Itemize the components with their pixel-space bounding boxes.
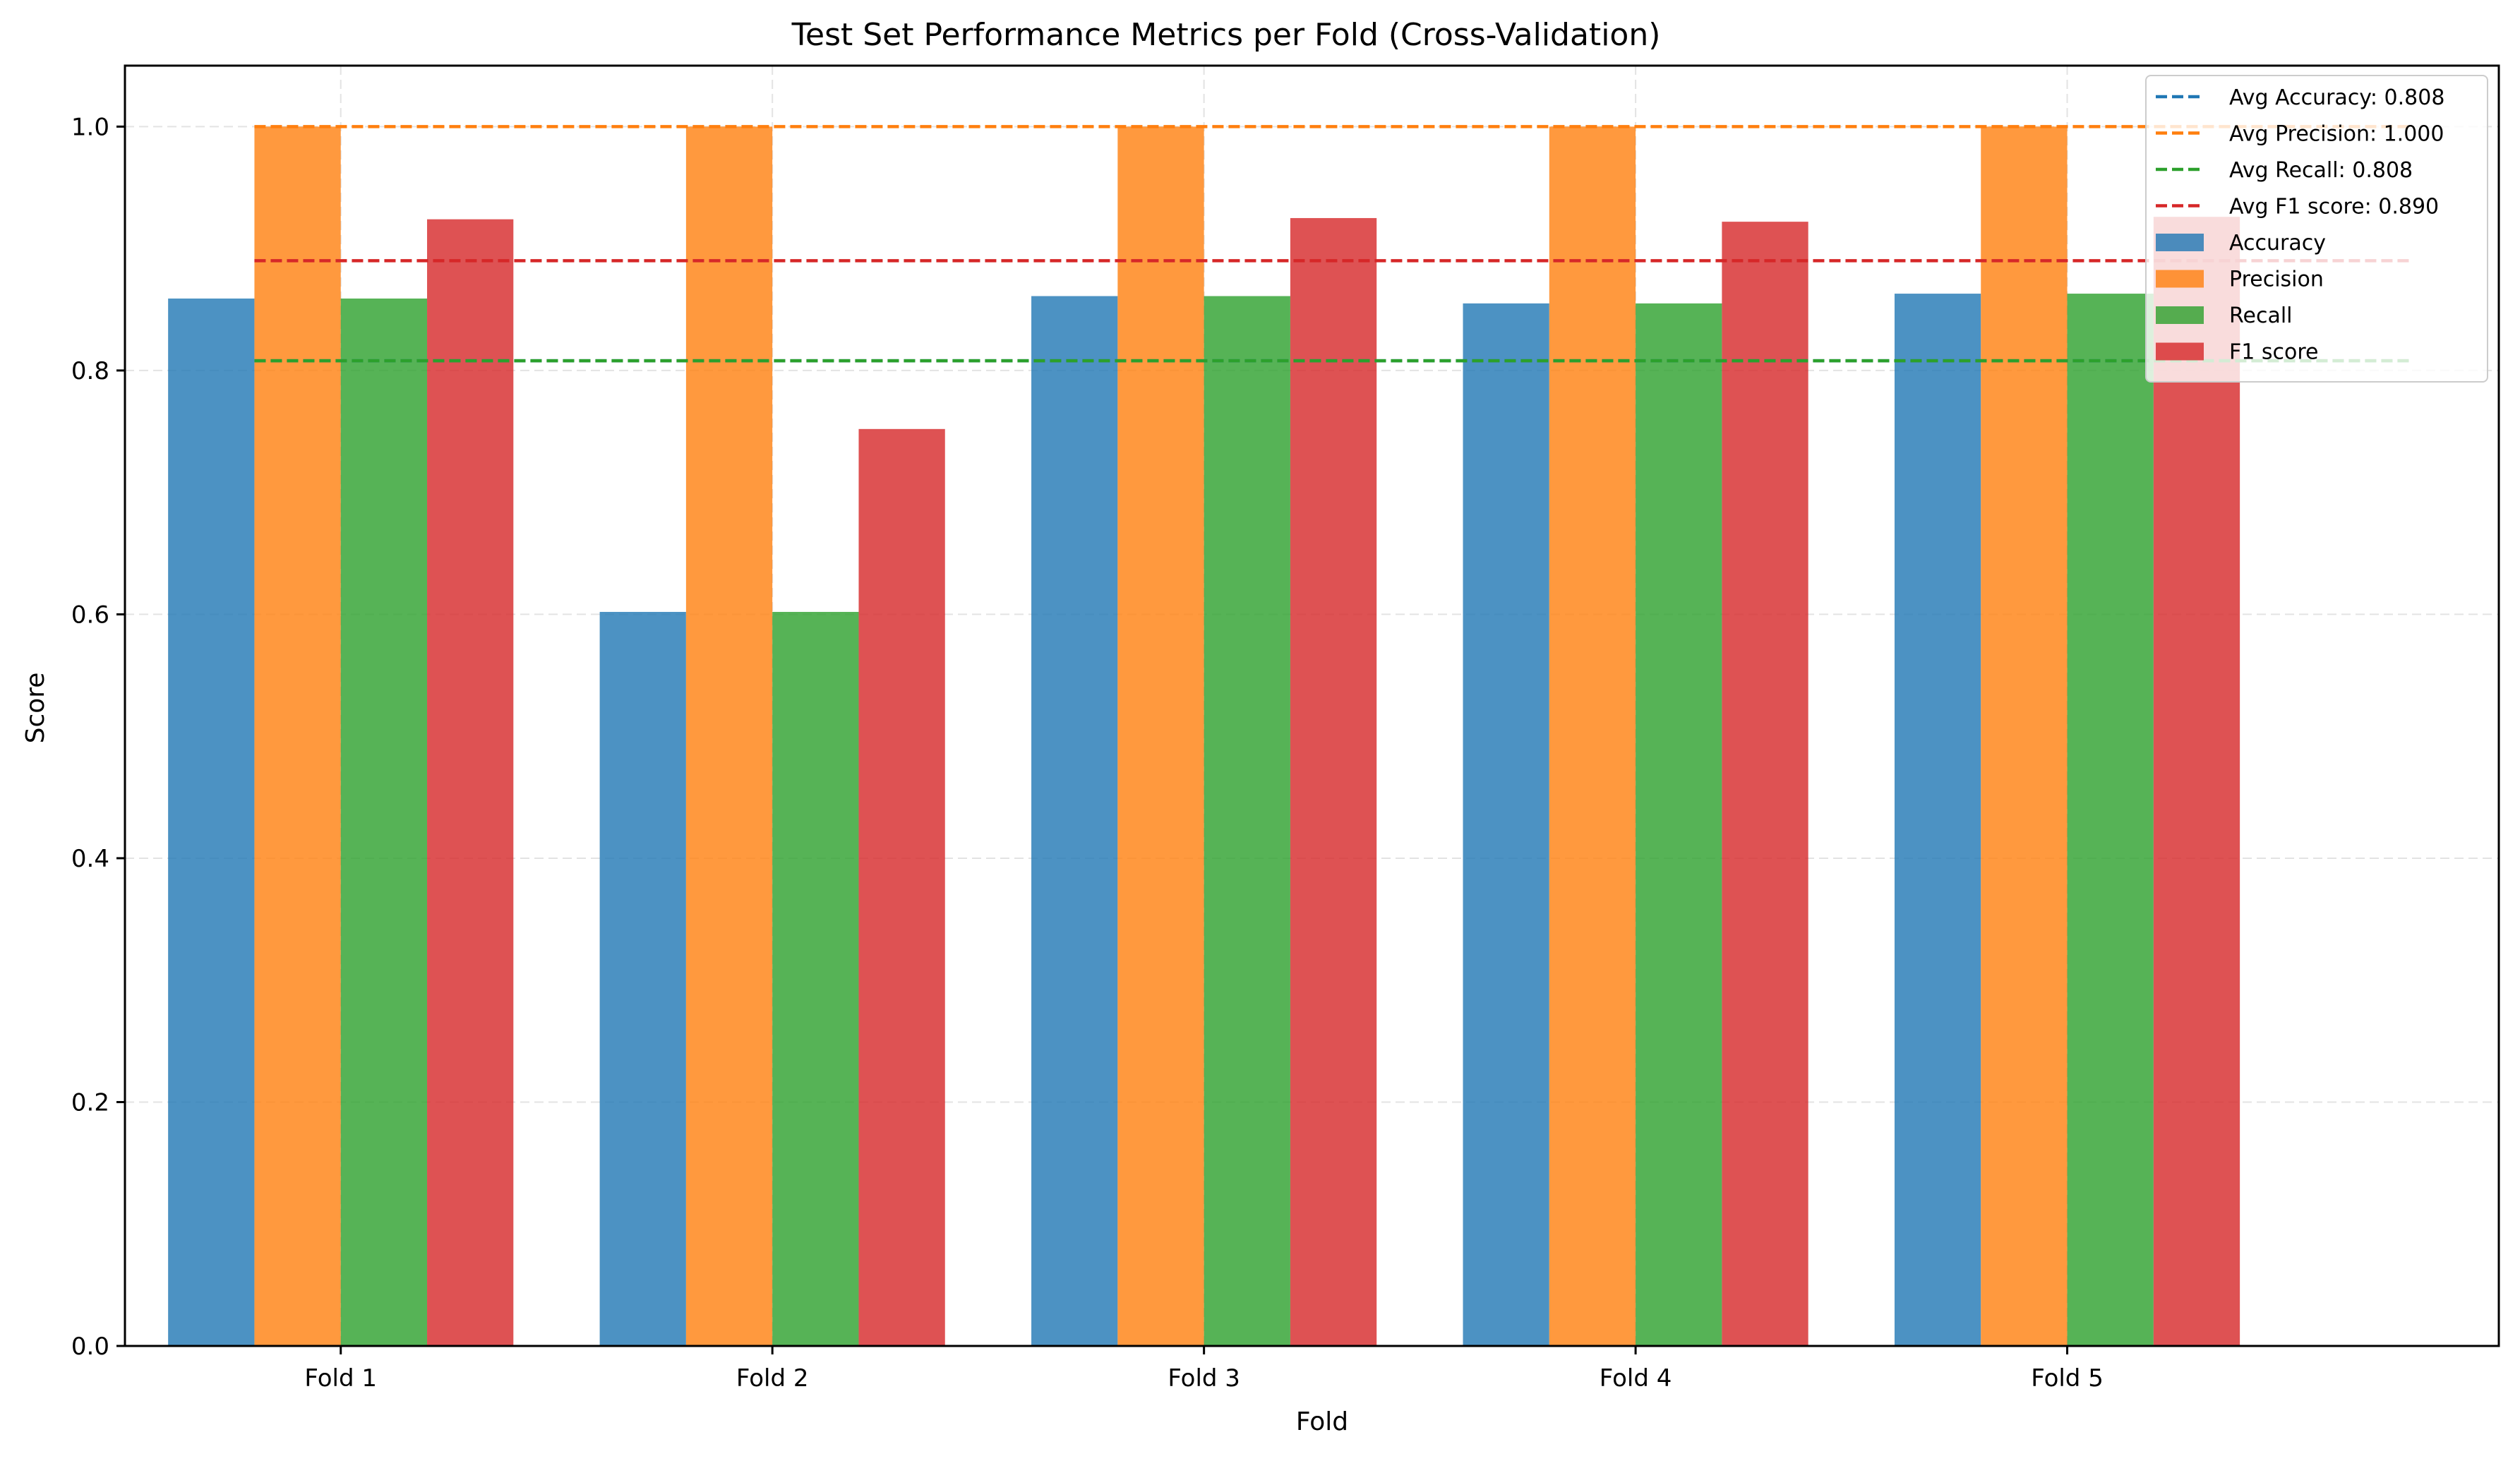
bar-recall-fold-5 bbox=[2067, 294, 2154, 1347]
legend-label: Avg Precision: 1.000 bbox=[2229, 122, 2444, 147]
legend-swatch-bar bbox=[2156, 342, 2204, 361]
x-axis-ticks: Fold 1 Fold 2 Fold 3 Fold 4 Fold 5 bbox=[304, 1346, 2104, 1393]
legend-label: Accuracy bbox=[2229, 231, 2326, 255]
bar-recall-fold-4 bbox=[1636, 303, 1722, 1346]
legend-box bbox=[2145, 75, 2488, 383]
legend-swatch-bar bbox=[2156, 270, 2204, 288]
y-tick-label: 0.0 bbox=[71, 1333, 109, 1361]
bar-precision-fold-4 bbox=[1549, 126, 1636, 1346]
legend-label: Recall bbox=[2229, 303, 2293, 328]
legend-label: Avg F1 score: 0.890 bbox=[2229, 195, 2439, 220]
bars bbox=[168, 126, 2240, 1347]
bar-f1-score-fold-1 bbox=[427, 219, 514, 1347]
y-tick-label: 0.2 bbox=[71, 1088, 109, 1117]
bar-accuracy-fold-2 bbox=[599, 611, 686, 1346]
x-tick-label: Fold 1 bbox=[304, 1364, 377, 1393]
bar-precision-fold-5 bbox=[1981, 126, 2068, 1346]
bar-accuracy-fold-4 bbox=[1463, 303, 1549, 1346]
chart-title: Test Set Performance Metrics per Fold (C… bbox=[791, 17, 1661, 53]
x-tick-label: Fold 2 bbox=[736, 1364, 809, 1393]
bar-recall-fold-2 bbox=[772, 611, 859, 1346]
bar-precision-fold-3 bbox=[1117, 126, 1204, 1346]
plot-frame bbox=[124, 64, 2500, 1347]
bar-accuracy-fold-1 bbox=[168, 298, 255, 1347]
bar-f1-score-fold-4 bbox=[1722, 222, 1808, 1346]
average-lines bbox=[254, 125, 2413, 363]
legend-label: Precision bbox=[2229, 267, 2324, 292]
legend-label: F1 score bbox=[2229, 340, 2319, 365]
legend-label: Avg Accuracy: 0.808 bbox=[2229, 85, 2444, 110]
bar-f1-score-fold-2 bbox=[858, 428, 945, 1346]
y-axis-label: Score bbox=[21, 673, 50, 744]
legend-swatch-bar bbox=[2156, 306, 2204, 324]
bar-precision-fold-1 bbox=[254, 126, 341, 1346]
bar-f1-score-fold-5 bbox=[2153, 217, 2240, 1347]
bar-recall-fold-1 bbox=[340, 298, 428, 1347]
x-axis-label: Fold bbox=[1296, 1407, 1348, 1436]
y-tick-label: 1.0 bbox=[71, 113, 109, 141]
legend-label: Avg Recall: 0.808 bbox=[2229, 158, 2413, 183]
legend: Avg Accuracy: 0.808 Avg Precision: 1.000 A… bbox=[2145, 75, 2488, 383]
y-axis-ticks: 0.0 0.2 0.4 0.6 0.8 1.0 bbox=[71, 113, 125, 1361]
bar-accuracy-fold-5 bbox=[1894, 294, 1981, 1347]
bar-f1-score-fold-3 bbox=[1290, 217, 1377, 1346]
y-tick-label: 0.6 bbox=[71, 601, 109, 629]
legend-swatch-bar bbox=[2156, 234, 2204, 251]
bar-precision-fold-2 bbox=[685, 126, 773, 1346]
bar-recall-fold-3 bbox=[1204, 296, 1290, 1346]
x-tick-label: Fold 5 bbox=[2031, 1364, 2104, 1393]
y-tick-label: 0.8 bbox=[71, 357, 109, 385]
bar-accuracy-fold-3 bbox=[1031, 296, 1118, 1346]
x-tick-label: Fold 3 bbox=[1168, 1364, 1240, 1393]
x-tick-label: Fold 4 bbox=[1600, 1364, 1672, 1393]
y-tick-label: 0.4 bbox=[71, 845, 109, 873]
